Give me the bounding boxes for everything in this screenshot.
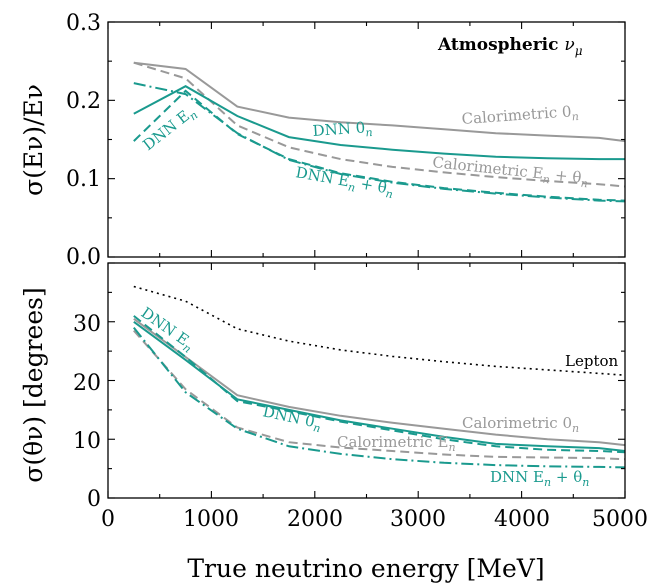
bottom-ticks xyxy=(107,262,626,499)
bottom-label-dnn-en-thetan: DNN En + θn xyxy=(490,468,589,489)
series-line-bottom-2 xyxy=(133,329,626,461)
top-label-dnn-0n: DNN 0n xyxy=(312,118,373,143)
bottom-ytick-label: 20 xyxy=(73,371,101,396)
series-line-bottom-4 xyxy=(133,315,626,454)
top-label-dnn-en-thetan: DNN En + θn xyxy=(294,163,395,201)
top-ytick-label: 0.2 xyxy=(66,89,101,114)
series-line-bottom-3 xyxy=(133,320,626,452)
bottom-label-calorimetric-en: Calorimetric En xyxy=(337,433,456,454)
bottom-panel: 30 20 10 0 0 1000 2000 3000 4000 5000 σ(… xyxy=(19,262,648,583)
bottom-label-calorimetric-0n: Calorimetric 0n xyxy=(462,414,579,435)
bottom-axes-frame xyxy=(107,262,626,499)
xtick-label: 5000 xyxy=(592,507,648,532)
xtick-label: 2000 xyxy=(287,507,343,532)
top-ytick-label: 0.1 xyxy=(66,167,101,192)
bottom-ytick-label: 30 xyxy=(73,312,101,337)
bottom-y-axis-label: σ(θν) [degrees] xyxy=(19,287,48,482)
top-ytick-label: 0.0 xyxy=(66,245,101,270)
x-axis-label: True neutrino energy [MeV] xyxy=(187,554,544,583)
xtick-label: 0 xyxy=(101,507,115,532)
series-line-top-0 xyxy=(133,61,626,143)
top-panel: 0.3 0.2 0.1 0.0 σ(Eν)/Eν Atmospheric νμ … xyxy=(19,11,626,270)
top-y-axis-label: σ(Eν)/Eν xyxy=(19,84,48,196)
series-line-top-2 xyxy=(133,85,625,161)
bottom-label-lepton: Lepton xyxy=(565,352,618,370)
series-line-bottom-0 xyxy=(133,285,626,376)
top-ticks xyxy=(107,21,626,258)
series-line-top-4 xyxy=(133,82,626,203)
top-ytick-label: 0.3 xyxy=(66,11,101,36)
xtick-label: 3000 xyxy=(390,507,446,532)
top-label-calorimetric-0n: Calorimetric 0n xyxy=(461,102,579,131)
top-axes-frame xyxy=(107,21,626,258)
bottom-ytick-label: 10 xyxy=(73,429,101,454)
top-label-dnn-en: DNN En xyxy=(139,102,200,156)
xtick-label: 4000 xyxy=(494,507,550,532)
bottom-label-dnn-0n: DNN 0n xyxy=(261,402,324,435)
chart-title: Atmospheric νμ xyxy=(437,35,583,58)
series-line-top-1 xyxy=(133,61,626,188)
series-line-bottom-1 xyxy=(133,317,626,447)
bottom-series-group xyxy=(133,285,626,469)
top-series-group xyxy=(133,61,626,203)
xtick-label: 1000 xyxy=(183,507,239,532)
bottom-ytick-label: 0 xyxy=(87,487,101,512)
